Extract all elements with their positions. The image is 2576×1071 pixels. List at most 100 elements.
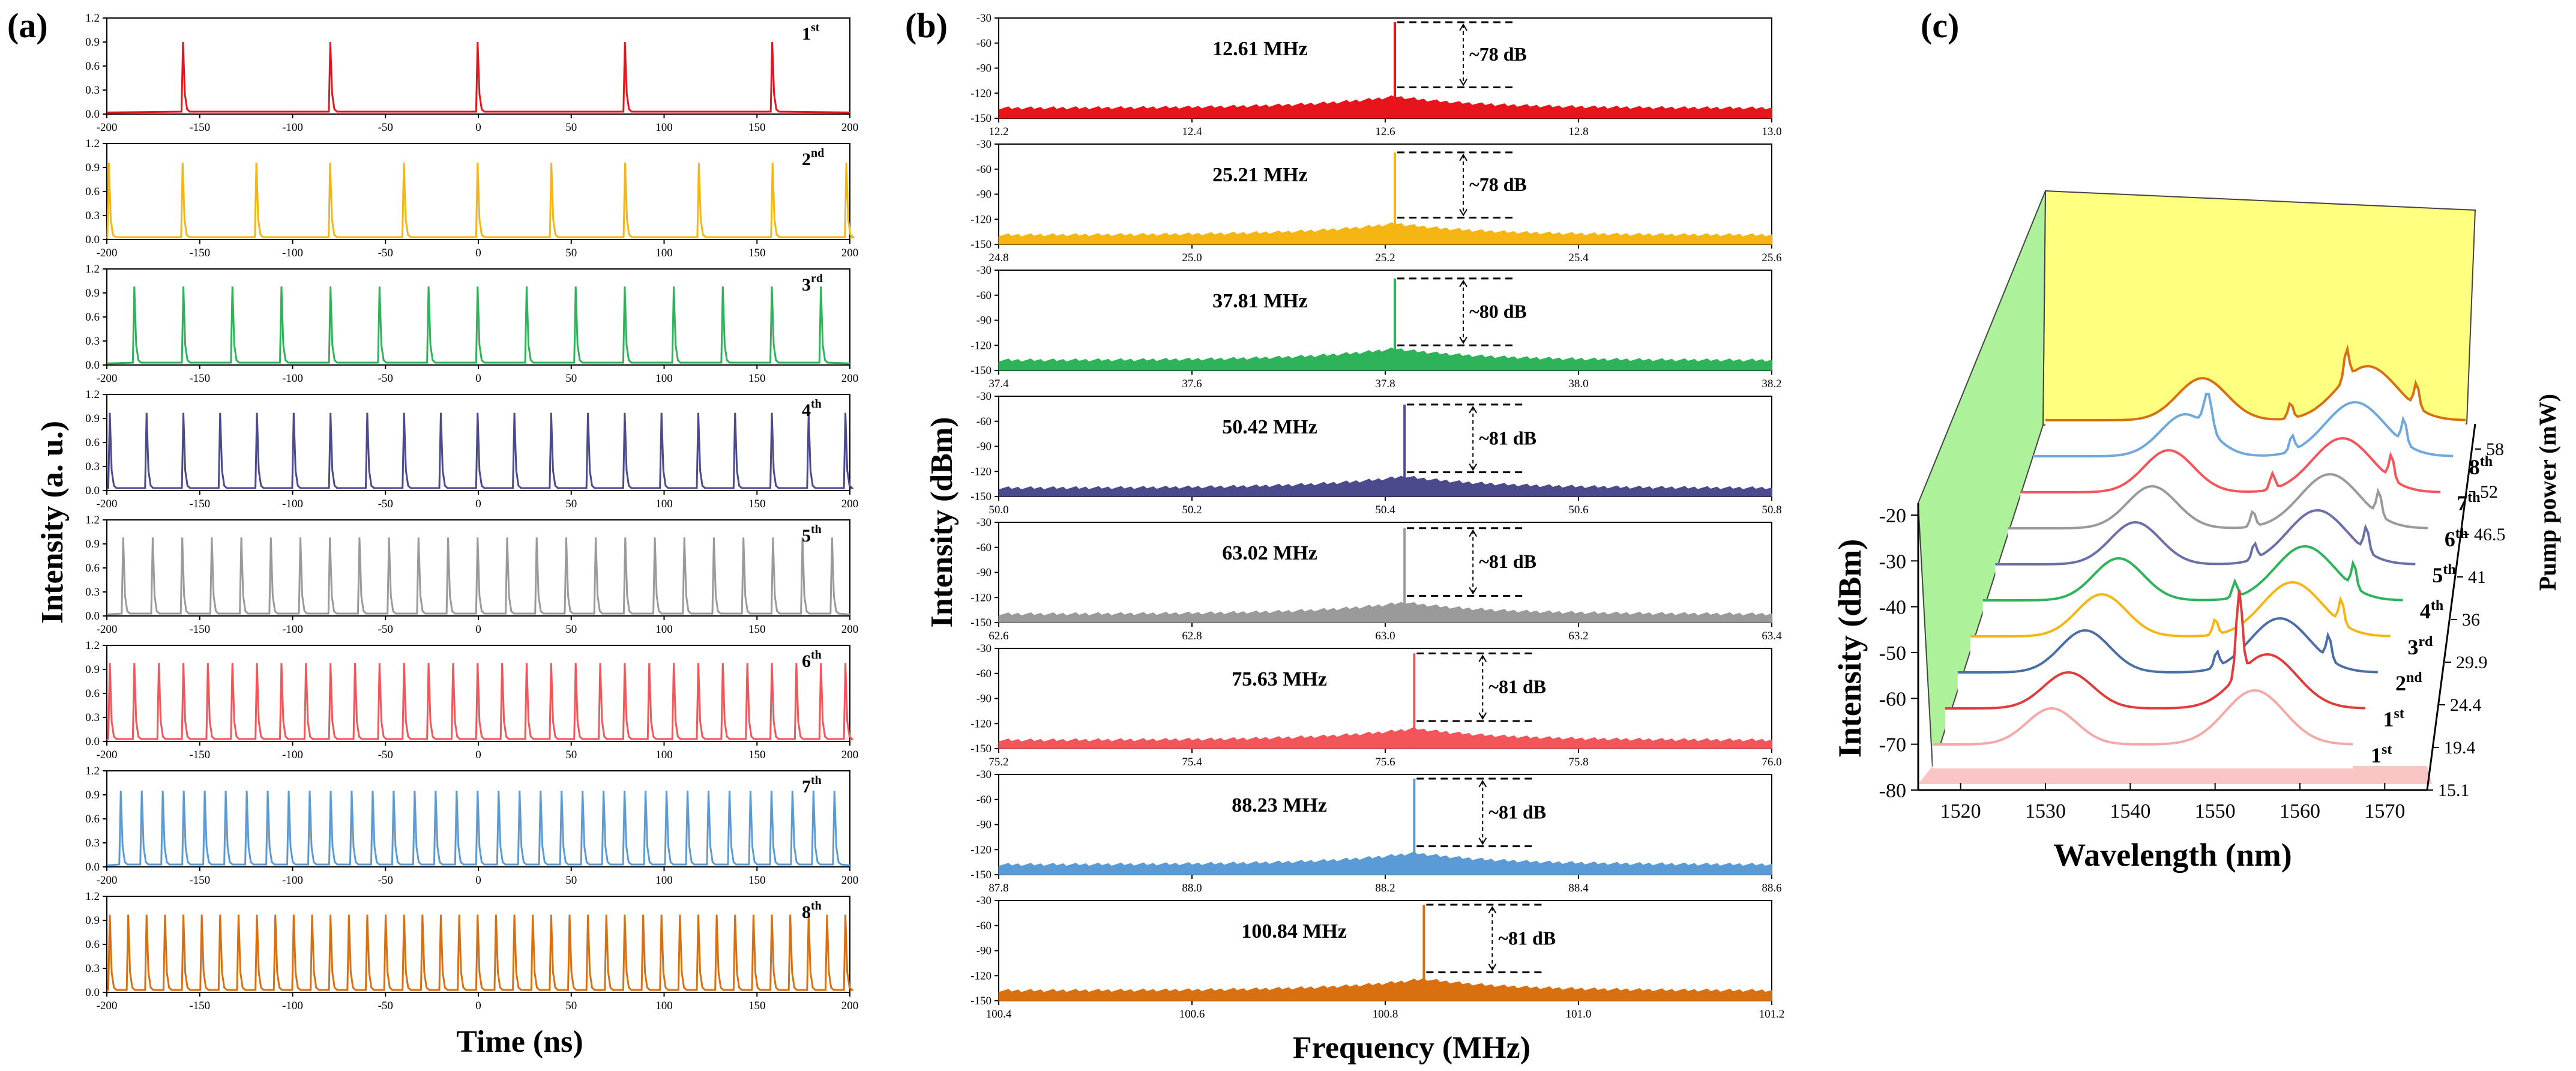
x-tick-label: 200	[841, 749, 859, 761]
c-z-tick-label: 58	[2486, 439, 2504, 459]
y-tick-label: 0.6	[85, 60, 100, 73]
snr-arrow-head-down	[1469, 587, 1478, 595]
panel-a-subplot: 0.0 0.3 0.6 0.9 1.2 -200 -150 -100 -50 0 50 100 150 2…	[85, 388, 858, 510]
y-tick-label: 0.0	[85, 359, 100, 372]
panel-c-zlabel: Pump power (mW)	[2534, 394, 2561, 591]
c-order-label: 7th	[2457, 490, 2480, 515]
y-tick-label: 0.0	[85, 986, 100, 999]
optical-spectrum-line	[2033, 393, 2454, 457]
x-tick-label: 25.4	[1568, 252, 1589, 264]
y-tick-label: -60	[977, 920, 992, 932]
x-tick-label: 50.2	[1182, 504, 1202, 516]
x-tick-label: 200	[841, 874, 859, 887]
pulse-train-line	[106, 412, 854, 490]
y-tick-label: 0.3	[85, 711, 100, 724]
c-z-tick-label: 52	[2480, 482, 2498, 502]
snr-arrow-head-up	[1478, 654, 1487, 662]
x-tick-label: -100	[282, 623, 303, 636]
x-tick-label: -100	[282, 121, 303, 134]
pulse-train-line	[106, 41, 850, 113]
c-order-label: 1st	[2383, 706, 2404, 731]
panel-b-ylabel: Intensity (dBm)	[925, 417, 959, 627]
c-order-label: 1st	[2371, 742, 2392, 767]
y-tick-label: 0.3	[85, 335, 100, 348]
y-tick-label: -120	[971, 465, 992, 478]
x-tick-label: 0	[475, 1000, 481, 1012]
rf-spectrum-noise	[998, 602, 1772, 623]
rf-spectrum-noise	[998, 726, 1772, 749]
y-tick-label: 0.3	[85, 460, 100, 473]
y-tick-label: -120	[971, 213, 992, 226]
y-tick-label: 1.2	[85, 639, 100, 652]
rf-spectrum-noise	[998, 475, 1772, 497]
y-tick-label: -150	[971, 869, 992, 881]
x-tick-label: 0	[475, 623, 481, 636]
y-tick-label: 0.9	[85, 161, 100, 174]
optical-spectrum-line	[2045, 344, 2466, 421]
x-tick-label: -100	[282, 749, 303, 761]
x-tick-label: -200	[97, 874, 118, 887]
order-label: 7th	[802, 774, 822, 797]
x-tick-label: 100.8	[1373, 1008, 1398, 1021]
y-tick-label: -30	[977, 390, 992, 403]
x-tick-label: 200	[841, 1000, 859, 1012]
c-x-tick-label: 1540	[2110, 800, 2150, 822]
panel-c-ylabel: Intensity (dBm)	[1832, 539, 1868, 758]
y-tick-label: -90	[977, 945, 992, 958]
x-tick-label: 25.2	[1375, 252, 1395, 264]
c-order-label: 5th	[2432, 562, 2455, 587]
x-tick-label: -50	[378, 874, 393, 887]
x-tick-label: 50	[565, 498, 577, 510]
x-tick-label: 150	[748, 121, 766, 134]
c-z-tick-label: 46.5	[2474, 525, 2506, 545]
x-tick-label: 100	[655, 121, 673, 134]
y-tick-label: -60	[977, 289, 992, 302]
x-tick-label: -150	[189, 1000, 210, 1012]
y-tick-label: 0.6	[85, 311, 100, 324]
x-tick-label: 75.4	[1182, 756, 1202, 768]
y-tick-label: -60	[977, 794, 992, 806]
x-tick-label: -50	[378, 749, 393, 761]
panel-a-subplot: 0.0 0.3 0.6 0.9 1.2 -200 -150 -100 -50 0 50 100 150 2…	[85, 765, 858, 887]
c-y-tick-label: -60	[1879, 688, 1906, 710]
x-tick-label: -100	[282, 874, 303, 887]
snr-label: ~81 dB	[1479, 551, 1536, 572]
y-tick-label: 0.6	[85, 687, 100, 700]
panel-c-letter: (c)	[1921, 6, 1959, 45]
order-label: 1st	[802, 21, 820, 44]
x-tick-label: 0	[475, 874, 481, 887]
snr-arrow-head-down	[1478, 837, 1487, 845]
x-tick-label: -50	[378, 623, 393, 636]
y-tick-label: -90	[977, 441, 992, 453]
order-label: 3rd	[802, 272, 823, 295]
x-tick-label: 37.6	[1182, 378, 1202, 390]
x-tick-label: 101.2	[1759, 1008, 1785, 1021]
snr-arrow-head-up	[1459, 23, 1467, 31]
y-tick-label: 0.6	[85, 562, 100, 575]
x-tick-label: 63.4	[1762, 630, 1782, 642]
x-tick-label: 76.0	[1762, 756, 1781, 768]
x-tick-label: 12.8	[1568, 125, 1588, 138]
rf-spectrum-noise	[998, 95, 1772, 119]
panel-a-subplot: 0.0 0.3 0.6 0.9 1.2 -200 -150 -100 -50 0 50 100 150 2…	[85, 514, 858, 636]
c-y-tick-label: -80	[1879, 780, 1906, 802]
y-tick-label: -30	[977, 516, 992, 529]
x-tick-label: 200	[841, 121, 859, 134]
frequency-label: 88.23 MHz	[1232, 794, 1327, 816]
snr-arrow-head-down	[1469, 463, 1478, 471]
x-tick-label: 38.0	[1568, 378, 1588, 390]
x-tick-label: 88.0	[1182, 882, 1202, 895]
snr-label: ~81 dB	[1479, 427, 1536, 448]
x-tick-label: -150	[189, 874, 210, 887]
c-z-axis	[2426, 423, 2476, 791]
y-tick-label: 0.0	[85, 484, 100, 497]
y-tick-label: -120	[971, 591, 992, 604]
snr-arrow-head-up	[1459, 279, 1467, 288]
y-tick-label: 0.9	[85, 663, 100, 676]
optical-spectrum-line	[1933, 689, 2353, 746]
x-tick-label: 100.6	[1179, 1008, 1205, 1021]
c-x-tick-label: 1520	[1940, 800, 1981, 822]
y-tick-label: -150	[971, 364, 992, 377]
